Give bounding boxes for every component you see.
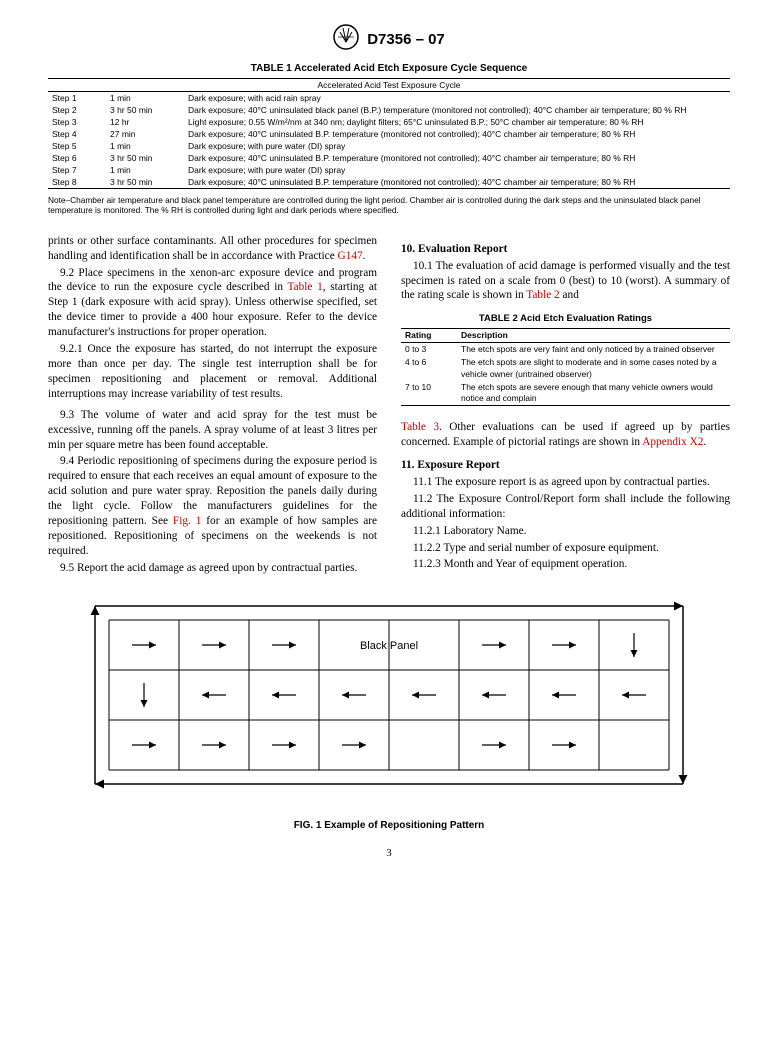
- p-10-1-a: 10.1 The evaluation of acid damage is pe…: [401, 259, 730, 304]
- table-cell: 3 hr 50 min: [106, 176, 184, 189]
- figure-1: Black Panel FIG. 1 Example of Reposition…: [48, 600, 730, 831]
- right-column: 10. Evaluation Report 10.1 The evaluatio…: [401, 234, 730, 578]
- table-cell: Step 4: [48, 128, 106, 140]
- p-9-5: 9.5 Report the acid damage as agreed upo…: [48, 561, 377, 576]
- table-row: Step 427 minDark exposure; 40°C uninsula…: [48, 128, 730, 140]
- table-cell: Dark exposure; 40°C uninsulated B.P. tem…: [184, 176, 730, 189]
- table-cell: Dark exposure; 40°C uninsulated black pa…: [184, 104, 730, 116]
- table2-r2: 7 to 10: [401, 381, 457, 406]
- table-cell: Step 3: [48, 116, 106, 128]
- svg-text:Black Panel: Black Panel: [360, 640, 418, 652]
- table-cell: Dark exposure; with pure water (DI) spra…: [184, 164, 730, 176]
- table-cell: 12 hr: [106, 116, 184, 128]
- ref-appendix-x2: Appendix X2: [642, 436, 703, 448]
- p-9-3: 9.3 The volume of water and acid spray f…: [48, 408, 377, 453]
- table2-d0: The etch spots are very faint and only n…: [457, 343, 730, 357]
- table-row: Step 312 hrLight exposure; 0.55 W/m²/nm …: [48, 116, 730, 128]
- table-cell: Step 6: [48, 152, 106, 164]
- page: D7356 – 07 TABLE 1 Accelerated Acid Etch…: [0, 0, 778, 891]
- ref-table3: Table 3: [401, 421, 439, 433]
- table-cell: 27 min: [106, 128, 184, 140]
- sec-10: 10. Evaluation Report: [401, 242, 730, 257]
- repositioning-pattern-svg: Black Panel: [69, 600, 709, 810]
- p-11-2-3: 11.2.3 Month and Year of equipment opera…: [401, 557, 730, 572]
- p-9-2-1: 9.2.1 Once the exposure has started, do …: [48, 342, 377, 402]
- body-columns: prints or other surface contaminants. Al…: [48, 234, 730, 578]
- astm-logo-icon: [333, 24, 359, 55]
- table-cell: Dark exposure; 40°C uninsulated B.P. tem…: [184, 152, 730, 164]
- ref-table1: Table 1: [288, 281, 323, 293]
- table-cell: Step 5: [48, 140, 106, 152]
- p-9-2: 9.2 Place specimens in the xenon-arc exp…: [48, 266, 377, 341]
- table-row: Step 83 hr 50 minDark exposure; 40°C uni…: [48, 176, 730, 189]
- p-11-2-2: 11.2.2 Type and serial number of exposur…: [401, 541, 730, 556]
- table2-head-rating: Rating: [401, 328, 457, 342]
- table-cell: Step 8: [48, 176, 106, 189]
- table2-r1: 4 to 6: [401, 356, 457, 380]
- table-cell: 3 hr 50 min: [106, 104, 184, 116]
- ref-table2: Table 2: [526, 289, 559, 301]
- sec-11: 11. Exposure Report: [401, 458, 730, 473]
- table-cell: 1 min: [106, 92, 184, 105]
- table-cell: 1 min: [106, 164, 184, 176]
- page-number: 3: [48, 847, 730, 859]
- header: D7356 – 07: [48, 24, 730, 55]
- ref-fig1: Fig. 1: [173, 515, 201, 527]
- p-11-2-1: 11.2.1 Laboratory Name.: [401, 524, 730, 539]
- table1-note: Note–Chamber air temperature and black p…: [48, 195, 730, 216]
- p-continued: prints or other surface contaminants. Al…: [48, 234, 377, 264]
- left-column: prints or other surface contaminants. Al…: [48, 234, 377, 578]
- table2-d1: The etch spots are slight to moderate an…: [457, 356, 730, 380]
- table-cell: 3 hr 50 min: [106, 152, 184, 164]
- table-row: Step 11 minDark exposure; with acid rain…: [48, 92, 730, 105]
- designation: D7356 – 07: [367, 31, 445, 48]
- table-row: Step 71 minDark exposure; with pure wate…: [48, 164, 730, 176]
- table-row: Step 63 hr 50 minDark exposure; 40°C uni…: [48, 152, 730, 164]
- table-cell: Dark exposure; with pure water (DI) spra…: [184, 140, 730, 152]
- p-11-1: 11.1 The exposure report is as agreed up…: [401, 475, 730, 490]
- ref-g147: G147: [338, 250, 363, 262]
- table-cell: Dark exposure; 40°C uninsulated B.P. tem…: [184, 128, 730, 140]
- p-11-2: 11.2 The Exposure Control/Report form sh…: [401, 492, 730, 522]
- table1-title: TABLE 1 Accelerated Acid Etch Exposure C…: [48, 63, 730, 74]
- table-cell: Dark exposure; with acid rain spray: [184, 92, 730, 105]
- p-10-1-b: Table 3. Other evaluations can be used i…: [401, 420, 730, 450]
- table-cell: Step 2: [48, 104, 106, 116]
- figure-1-caption: FIG. 1 Example of Repositioning Pattern: [48, 820, 730, 831]
- table2-d2: The etch spots are severe enough that ma…: [457, 381, 730, 406]
- table2-head-desc: Description: [457, 328, 730, 342]
- table-cell: Light exposure; 0.55 W/m²/nm at 340 nm; …: [184, 116, 730, 128]
- table2-r0: 0 to 3: [401, 343, 457, 357]
- table-cell: 1 min: [106, 140, 184, 152]
- table2-title: TABLE 2 Acid Etch Evaluation Ratings: [401, 313, 730, 326]
- table1: Accelerated Acid Test Exposure Cycle Ste…: [48, 78, 730, 189]
- table-row: Step 23 hr 50 minDark exposure; 40°C uni…: [48, 104, 730, 116]
- table-cell: Step 1: [48, 92, 106, 105]
- table-row: Step 51 minDark exposure; with pure wate…: [48, 140, 730, 152]
- table-cell: Step 7: [48, 164, 106, 176]
- p-9-4: 9.4 Periodic repositioning of specimens …: [48, 454, 377, 558]
- table1-group-header: Accelerated Acid Test Exposure Cycle: [48, 79, 730, 92]
- table2: Rating Description 0 to 3The etch spots …: [401, 328, 730, 406]
